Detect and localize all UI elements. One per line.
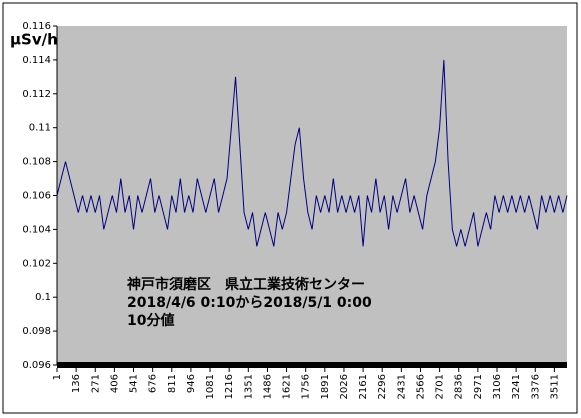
y-tick-label: 0.112 xyxy=(22,89,51,100)
x-tick-label: 2431 xyxy=(396,374,407,399)
x-tick-label: 1351 xyxy=(243,374,254,399)
x-tick-label: 271 xyxy=(90,374,101,393)
x-tick-label: 811 xyxy=(167,374,178,393)
x-tick-label: 2296 xyxy=(377,374,388,399)
chart-title: µSv/h xyxy=(10,31,58,49)
x-tick-label: 1081 xyxy=(205,374,216,399)
x-tick-label: 1486 xyxy=(262,374,273,399)
y-tick-label: 0.098 xyxy=(22,326,51,337)
y-tick-label: 0.108 xyxy=(22,157,51,168)
x-tick-label: 2971 xyxy=(473,374,484,399)
x-tick-label: 2026 xyxy=(339,374,350,399)
x-tick-label: 136 xyxy=(71,374,82,393)
data-line xyxy=(56,59,568,247)
plot-area xyxy=(57,26,567,365)
x-tick-label: 1621 xyxy=(282,374,293,399)
y-tick-label: 0.116 xyxy=(22,21,51,32)
x-tick-label: 541 xyxy=(129,374,140,393)
x-tick-label: 1891 xyxy=(320,374,331,399)
y-tick-label: 0.102 xyxy=(22,258,51,269)
x-tick-label: 2566 xyxy=(415,374,426,399)
x-tick-label: 3106 xyxy=(492,374,503,399)
x-tick-label: 3376 xyxy=(530,374,541,399)
x-tick-label: 2161 xyxy=(358,374,369,399)
y-tick-label: 0.1 xyxy=(35,292,51,303)
x-tick-label: 946 xyxy=(186,374,197,393)
x-axis xyxy=(57,362,567,368)
annotation: 神戸市須磨区 県立工業技術センター xyxy=(127,276,365,293)
x-tick-label: 1216 xyxy=(224,374,235,399)
y-tick-label: 0.096 xyxy=(22,360,51,371)
x-tick-label: 676 xyxy=(148,374,159,393)
x-tick-label: 2836 xyxy=(454,374,465,399)
y-tick-label: 0.11 xyxy=(29,123,51,134)
y-tick-label: 0.104 xyxy=(22,224,51,235)
x-tick-label: 1756 xyxy=(301,374,312,399)
x-tick-label: 406 xyxy=(109,374,120,393)
annotation: 2018/4/6 0:10から2018/5/1 0:00 xyxy=(127,295,372,311)
x-tick-label: 3241 xyxy=(511,374,522,399)
x-tick-label: 1 xyxy=(52,374,63,380)
y-tick-label: 0.114 xyxy=(22,55,51,66)
y-tick-label: 0.106 xyxy=(22,191,51,202)
annotation: 10分値 xyxy=(127,312,174,329)
x-tick-label: 2701 xyxy=(435,374,446,399)
x-tick-label: 3511 xyxy=(549,374,560,399)
